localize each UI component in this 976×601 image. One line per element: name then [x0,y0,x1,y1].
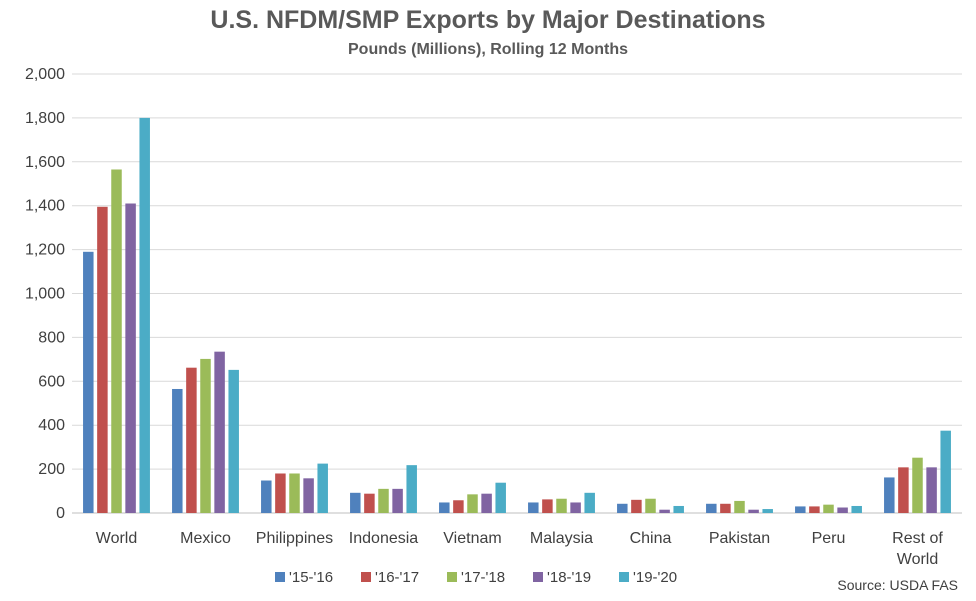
bar [406,465,417,513]
bar [97,206,108,514]
legend-label: '17-'18 [461,569,505,586]
legend-swatch [533,572,543,582]
x-category-label: Mexico [180,530,231,547]
bar [617,503,628,513]
bar [378,488,389,513]
bar [214,351,225,513]
chart-title: U.S. NFDM/SMP Exports by Major Destinati… [210,6,766,34]
bar [584,492,595,513]
x-category-label: Rest of World [892,530,943,568]
y-axis-ticks: 0 200 400 600 800 1,000 1,200 1,400 1,600 1,800 2,… [25,66,65,522]
x-category-label: China [630,530,672,547]
x-axis-categories: World Mexico Philippines Indonesia Vietnam Ma… [96,530,944,568]
bar [125,203,136,513]
bar [809,506,820,513]
bar [467,494,478,513]
y-tick-label: 1,600 [25,154,65,171]
y-tick-label: 400 [38,417,65,434]
legend: '15-'16 '16-'17 '17-'18 '18-'19 '19-'20 [275,569,677,586]
y-tick-label: 1,200 [25,242,65,259]
bar [439,502,450,513]
bar [851,505,862,513]
legend-label: '18-'19 [547,569,591,586]
bar [364,493,375,513]
legend-label: '16-'17 [375,569,419,586]
legend-swatch [619,572,629,582]
x-category-label: Malaysia [530,530,593,547]
bar [83,251,94,514]
bar [528,502,539,513]
bar [392,488,403,513]
bar [720,503,731,513]
bar [912,457,923,513]
bar [631,499,642,513]
bar [542,499,553,513]
bar [940,430,951,513]
bar [186,367,197,513]
bar [706,503,717,513]
bar [228,369,239,513]
bar [823,504,834,513]
bar [303,478,314,513]
bar [317,463,328,513]
bar [659,509,670,513]
y-tick-label: 0 [56,505,65,522]
chart-subtitle: Pounds (Millions), Rolling 12 Months [348,41,628,58]
bar [556,498,567,513]
bar [275,473,286,513]
x-category-label: Indonesia [349,530,418,547]
bar [481,493,492,513]
bar [172,388,183,513]
bar [926,467,937,513]
bar [570,502,581,513]
x-category-label: Pakistan [709,530,770,547]
legend-swatch [361,572,371,582]
bar [898,467,909,513]
bar [289,473,300,513]
bar [645,498,656,513]
bar [261,480,272,513]
y-tick-label: 200 [38,461,65,478]
y-tick-label: 600 [38,373,65,390]
bar [837,507,848,513]
bar [748,509,759,513]
bar [453,500,464,513]
bars [83,117,951,514]
bar [111,169,122,514]
source-note: Source: USDA FAS [837,577,958,593]
y-tick-label: 1,400 [25,198,65,215]
y-tick-label: 800 [38,329,65,346]
bar [795,506,806,513]
bar [762,509,773,513]
y-tick-label: 2,000 [25,66,65,83]
x-category-label: Vietnam [443,530,501,547]
bar [350,492,361,513]
x-category-label: Peru [812,530,846,547]
x-category-label: World [96,530,138,547]
legend-swatch [275,572,285,582]
bar [495,482,506,513]
bar [200,358,211,513]
legend-label: '15-'16 [289,569,333,586]
y-tick-label: 1,800 [25,110,65,127]
legend-label: '19-'20 [633,569,677,586]
bar [139,117,150,514]
bar [884,477,895,513]
bar [734,500,745,513]
bar [673,505,684,513]
x-category-label: Philippines [256,530,333,547]
legend-swatch [447,572,457,582]
y-tick-label: 1,000 [25,286,65,303]
